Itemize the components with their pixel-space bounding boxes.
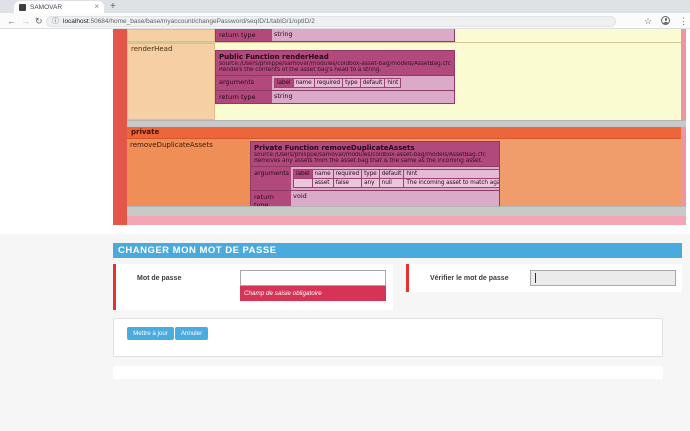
cancel-button[interactable]: Annuler — [175, 327, 208, 340]
function-title: Public Function renderHead — [219, 53, 329, 61]
arg-cell-type: any — [361, 178, 380, 188]
dump-truncated-return-row: return type string — [215, 29, 455, 42]
arg-header-required: required — [313, 78, 344, 88]
forward-icon[interactable]: → — [21, 16, 30, 26]
password-label: Mot de passe — [137, 275, 182, 282]
return-type-value: string — [272, 29, 454, 41]
verify-password-label: Vérifier le mot de passe — [430, 275, 509, 282]
arguments-label: arguments — [251, 167, 291, 190]
verify-password-input[interactable] — [530, 270, 676, 286]
browser-toolbar: ← → ↻ ⓘ localhost :50684/home_base/base/… — [0, 13, 690, 29]
footer-strip — [113, 366, 663, 379]
arg-header-default: default — [359, 78, 386, 88]
dump-function-name-cell: renderHead — [127, 43, 215, 120]
dump-section-separator — [127, 120, 686, 127]
cfdump-output: return type string renderHead Public Fun… — [0, 29, 690, 226]
function-source: source:/Users/philippe/samovar/modules/c… — [254, 152, 486, 158]
arg-header-label: label — [293, 169, 313, 179]
arg-header-hint: hint — [384, 78, 402, 88]
arguments-table: label name required type default hint — [274, 78, 402, 88]
arguments-table: label name required type default hint as… — [293, 169, 499, 188]
page-title: CHANGER MON MOT DE PASSE — [113, 243, 682, 258]
update-button[interactable]: Mettre à jour — [127, 327, 174, 340]
private-function-detail-table: Private Function removeDuplicateAssets s… — [250, 141, 500, 212]
url-host: localhost — [63, 17, 89, 25]
back-icon[interactable]: ← — [7, 16, 16, 26]
return-type-row: return type string — [216, 90, 454, 103]
site-info-icon[interactable]: ⓘ — [52, 17, 59, 25]
address-bar[interactable]: ⓘ localhost :50684/home_base/base/myacco… — [46, 15, 616, 27]
function-description: Renders the contents of the asset bag's … — [219, 67, 382, 73]
dump-bottom-separator — [127, 206, 686, 216]
arg-cell-default: null — [378, 178, 405, 188]
function-source: source:/Users/philippe/samovar/modules/c… — [219, 61, 451, 67]
return-type-label: return type — [216, 91, 272, 103]
arg-cell-name: asset — [311, 178, 334, 188]
reload-icon[interactable]: ↻ — [35, 16, 43, 26]
dump-row-divider — [127, 42, 681, 43]
browser-tab[interactable]: SAMOVAR × — [14, 1, 104, 13]
public-function-detail-table: Public Function renderHead source:/Users… — [215, 50, 455, 104]
arg-header-hint: hint — [403, 169, 499, 179]
return-type-label: return type — [216, 29, 272, 41]
favicon — [19, 3, 26, 11]
arg-header-type: type — [361, 169, 380, 179]
password-input[interactable] — [240, 270, 386, 286]
dump-function-name-cell-private: removeDuplicateAssets — [127, 139, 250, 206]
text-caret — [535, 273, 536, 283]
arg-header-default: default — [378, 169, 405, 179]
dump-bottom-strip — [127, 216, 686, 225]
arguments-value: label name required type default hint as… — [291, 167, 499, 190]
public-function-header: Public Function renderHead source:/Users… — [216, 51, 454, 75]
bookmark-star-icon[interactable]: ☆ — [644, 16, 653, 26]
tab-title: SAMOVAR — [30, 3, 63, 11]
dump-right-border — [681, 29, 686, 225]
private-function-header: Private Function removeDuplicateAssets s… — [251, 142, 499, 166]
arg-header-required: required — [332, 169, 363, 179]
private-section-header: private — [127, 127, 681, 139]
arg-cell-required: false — [332, 178, 363, 188]
function-description: Removes any assets from the asset bag th… — [254, 158, 483, 164]
arg-header-name: name — [292, 78, 315, 88]
profile-icon[interactable] — [661, 16, 670, 25]
page-content: return type string renderHead Public Fun… — [0, 29, 690, 431]
dump-function-name-cell-truncated — [127, 29, 215, 42]
dump-left-bar — [113, 29, 127, 225]
return-type-value: string — [272, 91, 454, 103]
new-tab-icon[interactable]: + — [110, 1, 116, 12]
arg-header-label: label — [274, 78, 294, 88]
arg-cell-label — [293, 178, 313, 188]
arg-cell-hint: The incoming asset to match against. — [403, 178, 499, 188]
tab-strip: SAMOVAR × + — [0, 0, 690, 13]
arg-header-name: name — [311, 169, 334, 179]
password-error-message: Champ de saisie obligatoire — [240, 286, 386, 301]
arg-header-type: type — [342, 78, 361, 88]
arguments-row: arguments label name required type defau… — [216, 75, 454, 90]
arguments-row: arguments label name required type defau… — [251, 166, 499, 190]
arguments-label: arguments — [216, 76, 272, 90]
function-title: Private Function removeDuplicateAssets — [254, 144, 415, 152]
tab-close-icon[interactable]: × — [94, 2, 99, 11]
arguments-value: label name required type default hint — [272, 76, 454, 90]
url-path: :50684/home_base/base/myaccount/changePa… — [88, 17, 315, 25]
menu-dots-icon[interactable]: ⋮ — [679, 16, 688, 26]
